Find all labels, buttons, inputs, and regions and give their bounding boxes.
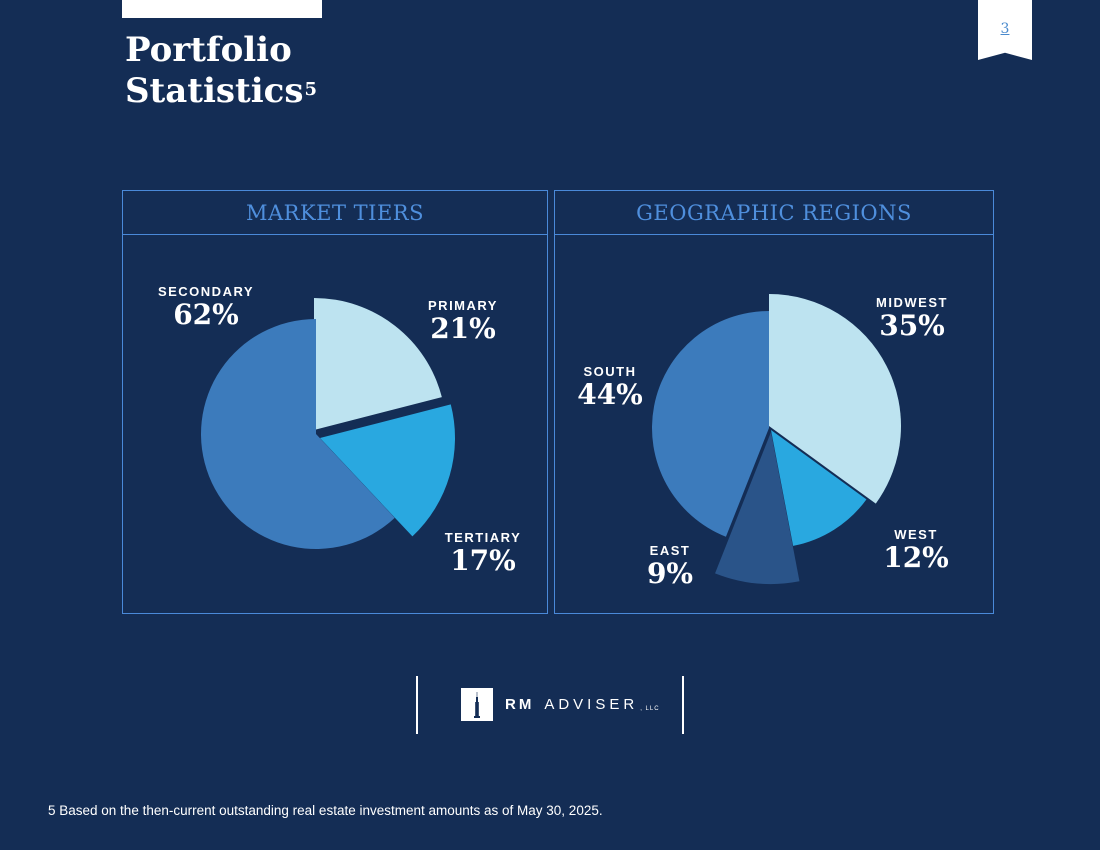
title-line-1: Portfolio <box>125 30 292 70</box>
label-east-name: EAST <box>649 543 691 558</box>
page-number[interactable]: 3 <box>1000 21 1010 37</box>
logo-text-adviser: ADVISER <box>544 696 639 713</box>
label-tertiary-value: 17% <box>450 544 516 577</box>
logo-text-llc: , LLC <box>640 705 660 712</box>
logo-divider-left <box>416 676 418 734</box>
label-south-value: 44% <box>577 378 643 411</box>
logo-divider-right <box>682 676 684 734</box>
building-tower-icon <box>461 688 493 721</box>
market-tiers-header: MARKET TIERS <box>123 191 547 235</box>
geographic-regions-header: GEOGRAPHIC REGIONS <box>555 191 993 235</box>
label-west-name: WEST <box>894 527 938 542</box>
company-logo: RM ADVISER , LLC <box>461 688 660 721</box>
label-secondary-value: 62% <box>173 298 239 331</box>
label-secondary-name: SECONDARY <box>157 284 255 299</box>
label-east: EAST 9% <box>647 543 693 590</box>
title-line-2: Statistics <box>125 71 304 111</box>
label-midwest-name: MIDWEST <box>876 295 948 310</box>
label-primary-name: PRIMARY <box>428 298 498 313</box>
label-south-name: SOUTH <box>583 364 637 379</box>
geographic-regions-panel: GEOGRAPHIC REGIONS <box>554 190 994 614</box>
label-tertiary: TERTIARY 17% <box>445 530 522 577</box>
label-west-value: 12% <box>883 541 949 574</box>
label-midwest: MIDWEST 35% <box>876 295 948 342</box>
label-secondary: SECONDARY 62% <box>158 284 254 331</box>
logo-text-rm: RM <box>505 696 535 713</box>
page-title: Portfolio Statistics5 <box>125 30 317 112</box>
market-tiers-panel: MARKET TIERS <box>122 190 548 614</box>
label-primary-value: 21% <box>430 312 496 345</box>
label-south: SOUTH 44% <box>577 364 643 411</box>
label-west: WEST 12% <box>883 527 949 574</box>
label-east-value: 9% <box>646 557 694 590</box>
page-number-tab[interactable]: 3 <box>978 0 1032 60</box>
label-midwest-value: 35% <box>879 309 945 342</box>
label-primary: PRIMARY 21% <box>428 298 498 345</box>
title-footnote-marker: 5 <box>304 79 318 100</box>
top-accent-bar <box>122 0 322 18</box>
label-tertiary-name: TERTIARY <box>444 530 522 545</box>
footnote: 5 Based on the then-current outstanding … <box>48 803 603 818</box>
